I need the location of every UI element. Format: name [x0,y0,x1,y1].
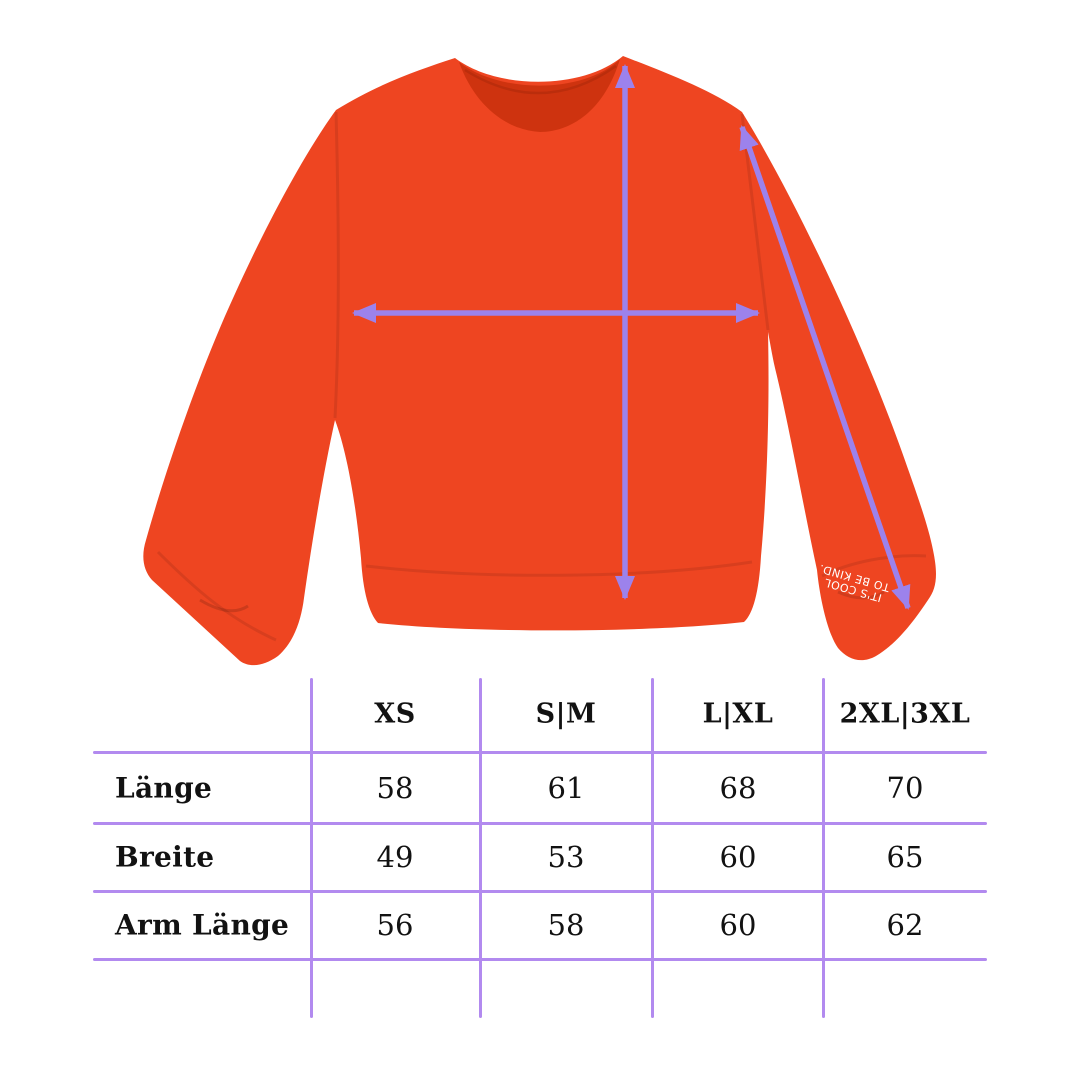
table-cell: 70 [886,771,924,805]
table-rule-vertical [479,678,482,1018]
table-rule-horizontal [93,751,987,754]
column-header-lxl: L|XL [702,698,774,730]
table-rule-horizontal [93,890,987,893]
table-rule-horizontal [93,822,987,825]
table-cell: 60 [719,908,757,942]
column-header-xs: XS [374,698,416,730]
table-cell: 68 [719,771,757,805]
table-cell: 56 [376,908,414,942]
table-cell: 58 [376,771,414,805]
row-label-laenge: Länge [115,771,213,805]
table-cell: 62 [886,908,924,942]
size-table: XS S|M L|XL 2XL|3XL Länge 58 61 68 70 Br… [93,678,987,1018]
table-cell: 58 [547,908,585,942]
table-cell: 49 [376,840,414,874]
row-label-arm-laenge: Arm Länge [115,908,290,942]
column-header-sm: S|M [535,698,597,730]
table-cell: 53 [547,840,585,874]
table-rule-vertical [310,678,313,1018]
arm-length-arrow [739,125,911,610]
table-rule-horizontal [93,958,987,961]
sweatshirt-image: IT'S COOL TO BE KIND. [143,56,936,666]
column-header-2xl3xl: 2XL|3XL [839,698,971,730]
collar-rib-seam [464,64,617,95]
sweatshirt-body [143,56,936,666]
row-label-breite: Breite [115,840,215,874]
table-rule-vertical [822,678,825,1018]
table-cell: 61 [547,771,585,805]
collar-opening [459,59,620,132]
table-cell: 65 [886,840,924,874]
table-rule-vertical [651,678,654,1018]
table-cell: 60 [719,840,757,874]
